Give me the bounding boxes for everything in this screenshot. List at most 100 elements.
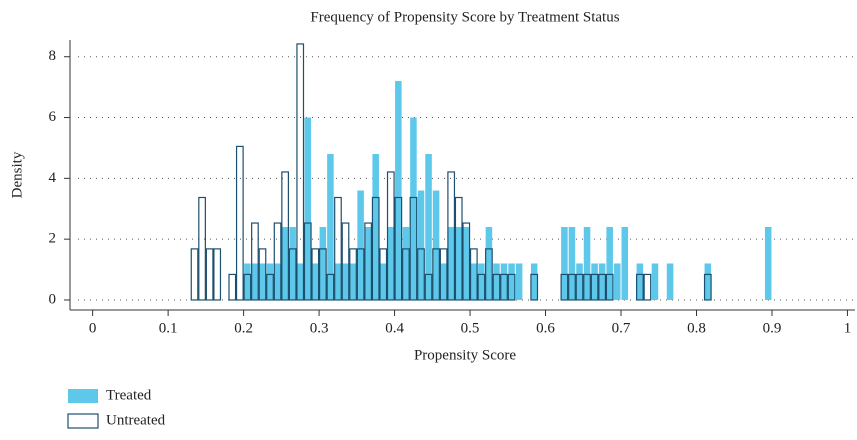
bar xyxy=(470,263,478,300)
bar xyxy=(402,226,410,300)
bar xyxy=(334,196,342,301)
bar xyxy=(469,248,478,301)
bar xyxy=(387,226,395,300)
bar xyxy=(259,263,266,300)
legend-label: Untreated xyxy=(106,412,166,428)
bar xyxy=(561,226,568,300)
bar xyxy=(530,273,539,301)
bar xyxy=(379,263,387,300)
y-tick-label: 8 xyxy=(49,48,57,64)
y-axis-label: Density xyxy=(9,151,25,198)
bar xyxy=(560,273,569,301)
y-tick-label: 2 xyxy=(49,231,57,247)
bar xyxy=(364,226,372,300)
bar xyxy=(606,226,613,300)
bar xyxy=(651,263,659,300)
bar xyxy=(190,248,199,301)
bar xyxy=(303,222,312,301)
legend-swatch xyxy=(67,413,99,429)
bar xyxy=(372,154,379,300)
bar xyxy=(425,154,432,300)
bar xyxy=(356,248,365,301)
bar xyxy=(417,248,425,301)
bar xyxy=(417,190,425,300)
bar xyxy=(266,273,274,301)
bar xyxy=(500,273,508,301)
bar xyxy=(349,263,357,300)
x-tick-label: 0.9 xyxy=(763,320,782,336)
bar xyxy=(198,196,206,301)
bar xyxy=(493,263,500,300)
bar xyxy=(394,196,403,301)
bar xyxy=(424,273,433,301)
bar xyxy=(251,222,259,301)
bar xyxy=(311,248,320,301)
bar xyxy=(485,226,493,300)
bar xyxy=(281,226,289,300)
bar xyxy=(440,263,447,300)
bar xyxy=(289,226,296,300)
bar xyxy=(576,263,583,300)
bar xyxy=(281,171,289,301)
bar xyxy=(636,273,644,301)
bar xyxy=(266,263,274,300)
bar xyxy=(485,248,493,301)
bar xyxy=(409,196,418,301)
bar xyxy=(598,273,607,301)
bar xyxy=(621,226,629,300)
bar xyxy=(515,263,523,300)
chart-title: Frequency of Propensity Score by Treatme… xyxy=(310,9,619,25)
bar xyxy=(274,263,281,300)
x-tick-label: 0.2 xyxy=(234,320,253,336)
bar xyxy=(273,222,282,301)
bar xyxy=(371,196,380,301)
bar xyxy=(447,171,456,301)
bar xyxy=(568,226,576,300)
bar xyxy=(507,273,516,301)
x-tick-label: 0.8 xyxy=(687,320,706,336)
bar xyxy=(334,263,342,300)
bar xyxy=(213,248,222,301)
x-tick-label: 0.1 xyxy=(159,320,178,336)
bar xyxy=(318,248,327,301)
x-tick-label: 0 xyxy=(89,320,97,336)
bar xyxy=(530,263,538,300)
x-tick-label: 0.7 xyxy=(612,320,631,336)
bar xyxy=(357,190,364,300)
bar xyxy=(244,263,251,300)
bar xyxy=(386,171,395,301)
x-tick-label: 0.6 xyxy=(536,320,555,336)
bar xyxy=(296,263,304,300)
bar xyxy=(613,263,621,300)
bar xyxy=(463,226,470,300)
bar xyxy=(508,263,515,300)
bar xyxy=(341,222,350,301)
bar xyxy=(462,222,471,301)
bar xyxy=(296,43,305,301)
bar xyxy=(439,248,448,301)
bar xyxy=(764,226,772,300)
legend-swatch xyxy=(68,389,98,403)
x-tick-label: 0.5 xyxy=(461,320,480,336)
bar xyxy=(636,263,644,300)
bar xyxy=(304,117,312,300)
bar xyxy=(319,226,327,300)
bar xyxy=(478,263,485,300)
bar xyxy=(583,273,591,301)
bar xyxy=(379,248,388,301)
y-tick-label: 6 xyxy=(49,109,57,125)
bar xyxy=(432,248,440,301)
bar xyxy=(643,273,652,301)
bar xyxy=(575,273,584,301)
x-tick-label: 1 xyxy=(844,320,852,336)
bar xyxy=(342,263,349,300)
bar xyxy=(205,248,214,301)
bar xyxy=(327,154,334,300)
bar xyxy=(402,248,410,301)
bar xyxy=(454,196,463,301)
bar xyxy=(500,263,508,300)
x-tick-label: 0.4 xyxy=(385,320,404,336)
bar xyxy=(583,226,591,300)
bar xyxy=(455,226,462,300)
